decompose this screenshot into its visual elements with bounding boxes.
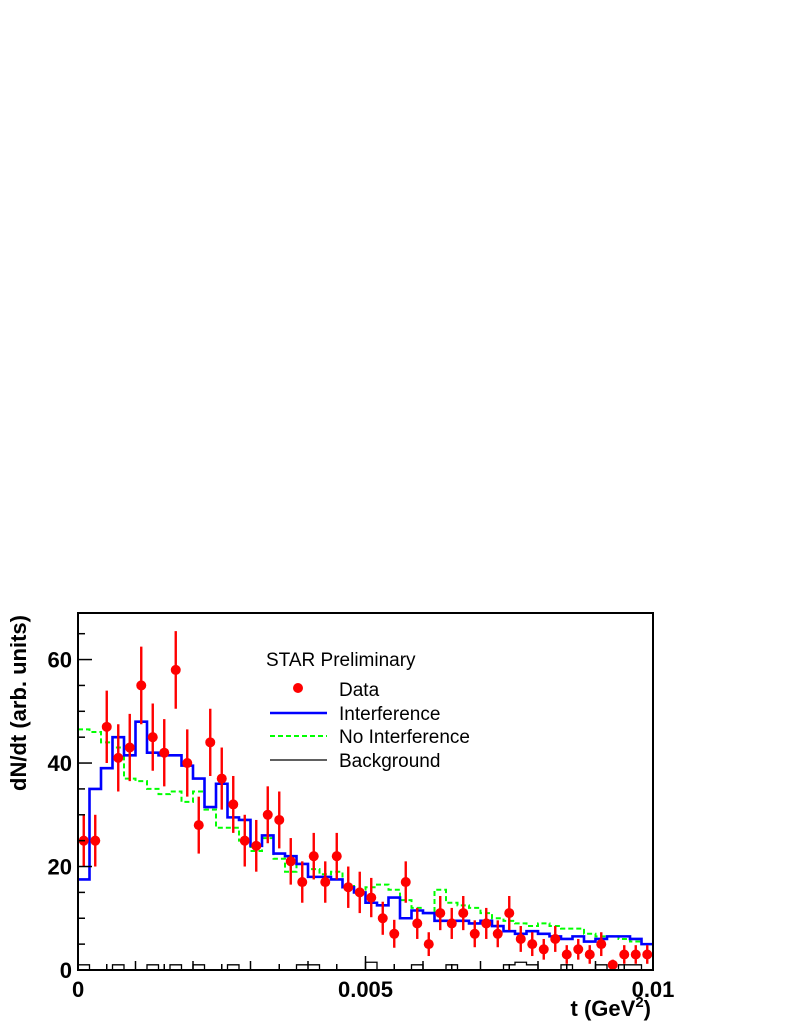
data-point: [216, 773, 227, 784]
x-tick-label: 0.01: [632, 977, 675, 1002]
data-point: [423, 939, 434, 950]
y-axis-title: dN/dt (arb. units): [6, 615, 31, 791]
data-point: [573, 944, 584, 955]
data-point: [400, 877, 411, 888]
x-tick-label: 0: [72, 977, 84, 1002]
data-point: [193, 820, 204, 831]
data-point: [308, 851, 319, 862]
data-point: [90, 835, 101, 846]
legend-label: No Interference: [339, 727, 470, 748]
data-point: [354, 887, 365, 898]
data-point: [584, 949, 595, 960]
data-point: [331, 851, 342, 862]
y-tick-label: 40: [48, 751, 72, 776]
data-point: [113, 752, 124, 763]
x-axis-title-exponent: 2: [635, 994, 643, 1011]
data-point: [538, 944, 549, 955]
data-point: [101, 721, 112, 732]
legend-label: Interference: [339, 704, 440, 725]
y-tick-label: 0: [60, 958, 72, 983]
data-point: [561, 949, 572, 960]
data-point: [343, 882, 354, 893]
x-axis-title-main: t (GeV: [571, 996, 636, 1021]
data-point: [274, 814, 285, 825]
data-point: [596, 939, 607, 950]
chart-annotation: STAR Preliminary: [266, 650, 416, 671]
x-axis-title-close: ): [644, 996, 651, 1021]
data-point: [619, 949, 630, 960]
data-point: [458, 908, 469, 919]
data-point: [607, 959, 618, 970]
y-tick-label: 20: [48, 855, 72, 880]
data-point: [136, 680, 147, 691]
data-point: [446, 918, 457, 929]
x-axis-title: t (GeV2): [571, 994, 651, 1021]
data-point: [492, 928, 503, 939]
series-no-interference-histogram: [78, 728, 653, 946]
data-point: [205, 737, 216, 748]
data-point: [239, 835, 250, 846]
data-point: [642, 949, 653, 960]
data-point: [297, 877, 308, 888]
data-point: [228, 799, 239, 810]
data-point: [366, 892, 377, 903]
data-point: [412, 918, 423, 929]
data-point: [377, 913, 388, 924]
data-point: [469, 928, 480, 939]
data-point: [527, 939, 538, 950]
data-point: [170, 664, 181, 675]
legend-label: Background: [339, 751, 440, 772]
data-point: [481, 918, 492, 929]
data-point: [285, 856, 296, 867]
data-point: [147, 732, 158, 743]
y-tick-label: 60: [48, 648, 72, 673]
data-point: [504, 908, 515, 919]
legend-label: Data: [339, 680, 380, 701]
x-tick-label: 0.005: [338, 977, 393, 1002]
data-point: [159, 747, 170, 758]
data-point: [251, 840, 262, 851]
data-point: [630, 949, 641, 960]
data-point: [320, 877, 331, 888]
axes: 0 20 40 60 0 0.005 0.01 dN/dt (arb. units) t (Ge…: [6, 612, 675, 1021]
data-point: [124, 742, 135, 753]
data-point: [389, 928, 400, 939]
data-point: [550, 933, 561, 944]
data-point: [515, 933, 526, 944]
data-point: [182, 758, 193, 769]
data-point: [435, 908, 446, 919]
plot-area: [78, 631, 653, 971]
data-point: [262, 809, 273, 820]
legend-marker-data: [293, 683, 303, 693]
